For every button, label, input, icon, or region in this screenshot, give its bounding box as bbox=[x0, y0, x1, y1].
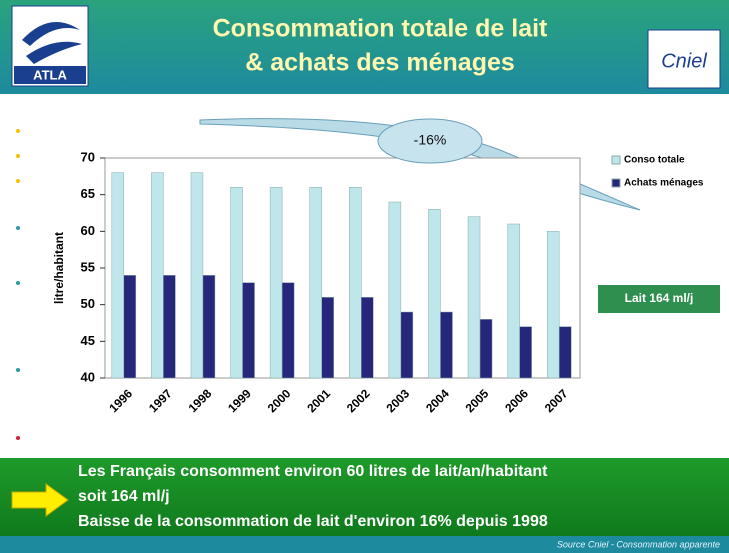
bullet bbox=[16, 281, 20, 285]
logo-left-text: ATLA bbox=[33, 67, 67, 82]
logo-right-box bbox=[647, 29, 721, 89]
footer-line: Les Français consomment environ 60 litre… bbox=[78, 463, 548, 480]
bar bbox=[507, 223, 520, 379]
bar bbox=[230, 187, 243, 379]
bar bbox=[202, 275, 216, 379]
header-band bbox=[0, 0, 729, 94]
bullets bbox=[16, 129, 20, 440]
bar bbox=[388, 201, 402, 379]
legend-swatch bbox=[611, 178, 621, 188]
bullet bbox=[16, 436, 20, 440]
bar bbox=[163, 275, 176, 379]
plot-frame bbox=[104, 157, 581, 379]
y-tick-label: 55 bbox=[81, 259, 95, 274]
bar bbox=[428, 209, 441, 379]
y-tick-label: 50 bbox=[81, 296, 95, 311]
bar bbox=[361, 297, 374, 379]
bullet bbox=[16, 368, 20, 372]
bar bbox=[123, 275, 137, 379]
bar bbox=[440, 311, 453, 379]
y-tick-label: 60 bbox=[81, 223, 95, 238]
callout-text: -16% bbox=[414, 132, 447, 148]
bar bbox=[321, 297, 334, 379]
bar bbox=[151, 172, 164, 379]
y-tick-label: 70 bbox=[81, 149, 95, 164]
bar bbox=[190, 172, 204, 379]
bar bbox=[479, 319, 493, 379]
bullet bbox=[16, 154, 20, 158]
bar bbox=[309, 187, 322, 379]
source-text: Source Cniel - Consommation apparente bbox=[557, 539, 720, 549]
bar bbox=[111, 172, 125, 379]
bar bbox=[281, 282, 295, 379]
footer-arrow bbox=[11, 483, 69, 517]
logo-left-icon bbox=[22, 22, 82, 64]
bar bbox=[467, 216, 481, 379]
title-line: & achats des ménages bbox=[245, 49, 515, 77]
bar bbox=[546, 231, 560, 379]
bar bbox=[400, 311, 414, 379]
footer-line: soit 164 ml/j bbox=[78, 488, 170, 505]
badge-text: Lait 164 ml/j bbox=[625, 291, 694, 305]
bar bbox=[558, 326, 572, 379]
bullet bbox=[16, 179, 20, 183]
y-tick-label: 45 bbox=[81, 333, 95, 348]
source-band bbox=[0, 536, 729, 553]
bar bbox=[269, 187, 283, 379]
y-axis-label: litre/habitant bbox=[52, 232, 66, 304]
legend-swatch bbox=[611, 155, 621, 165]
badge bbox=[598, 285, 720, 313]
bar bbox=[519, 326, 532, 379]
bullet bbox=[16, 129, 20, 133]
bullet bbox=[16, 226, 20, 230]
y-tick-label: 65 bbox=[81, 186, 95, 201]
footer-band bbox=[0, 458, 729, 536]
logo-left-bar bbox=[14, 66, 86, 84]
logo-right-text: Cniel bbox=[661, 50, 707, 72]
title-line: Consommation totale de lait bbox=[213, 15, 548, 43]
bar bbox=[349, 187, 362, 379]
legend-label: Conso totale bbox=[624, 155, 685, 166]
callout-ellipse bbox=[377, 118, 483, 164]
y-tick-label: 40 bbox=[81, 369, 95, 384]
legend-label: Achats ménages bbox=[624, 178, 704, 189]
bar bbox=[242, 282, 255, 379]
footer-line: Baisse de la consommation de lait d'envi… bbox=[78, 513, 548, 530]
